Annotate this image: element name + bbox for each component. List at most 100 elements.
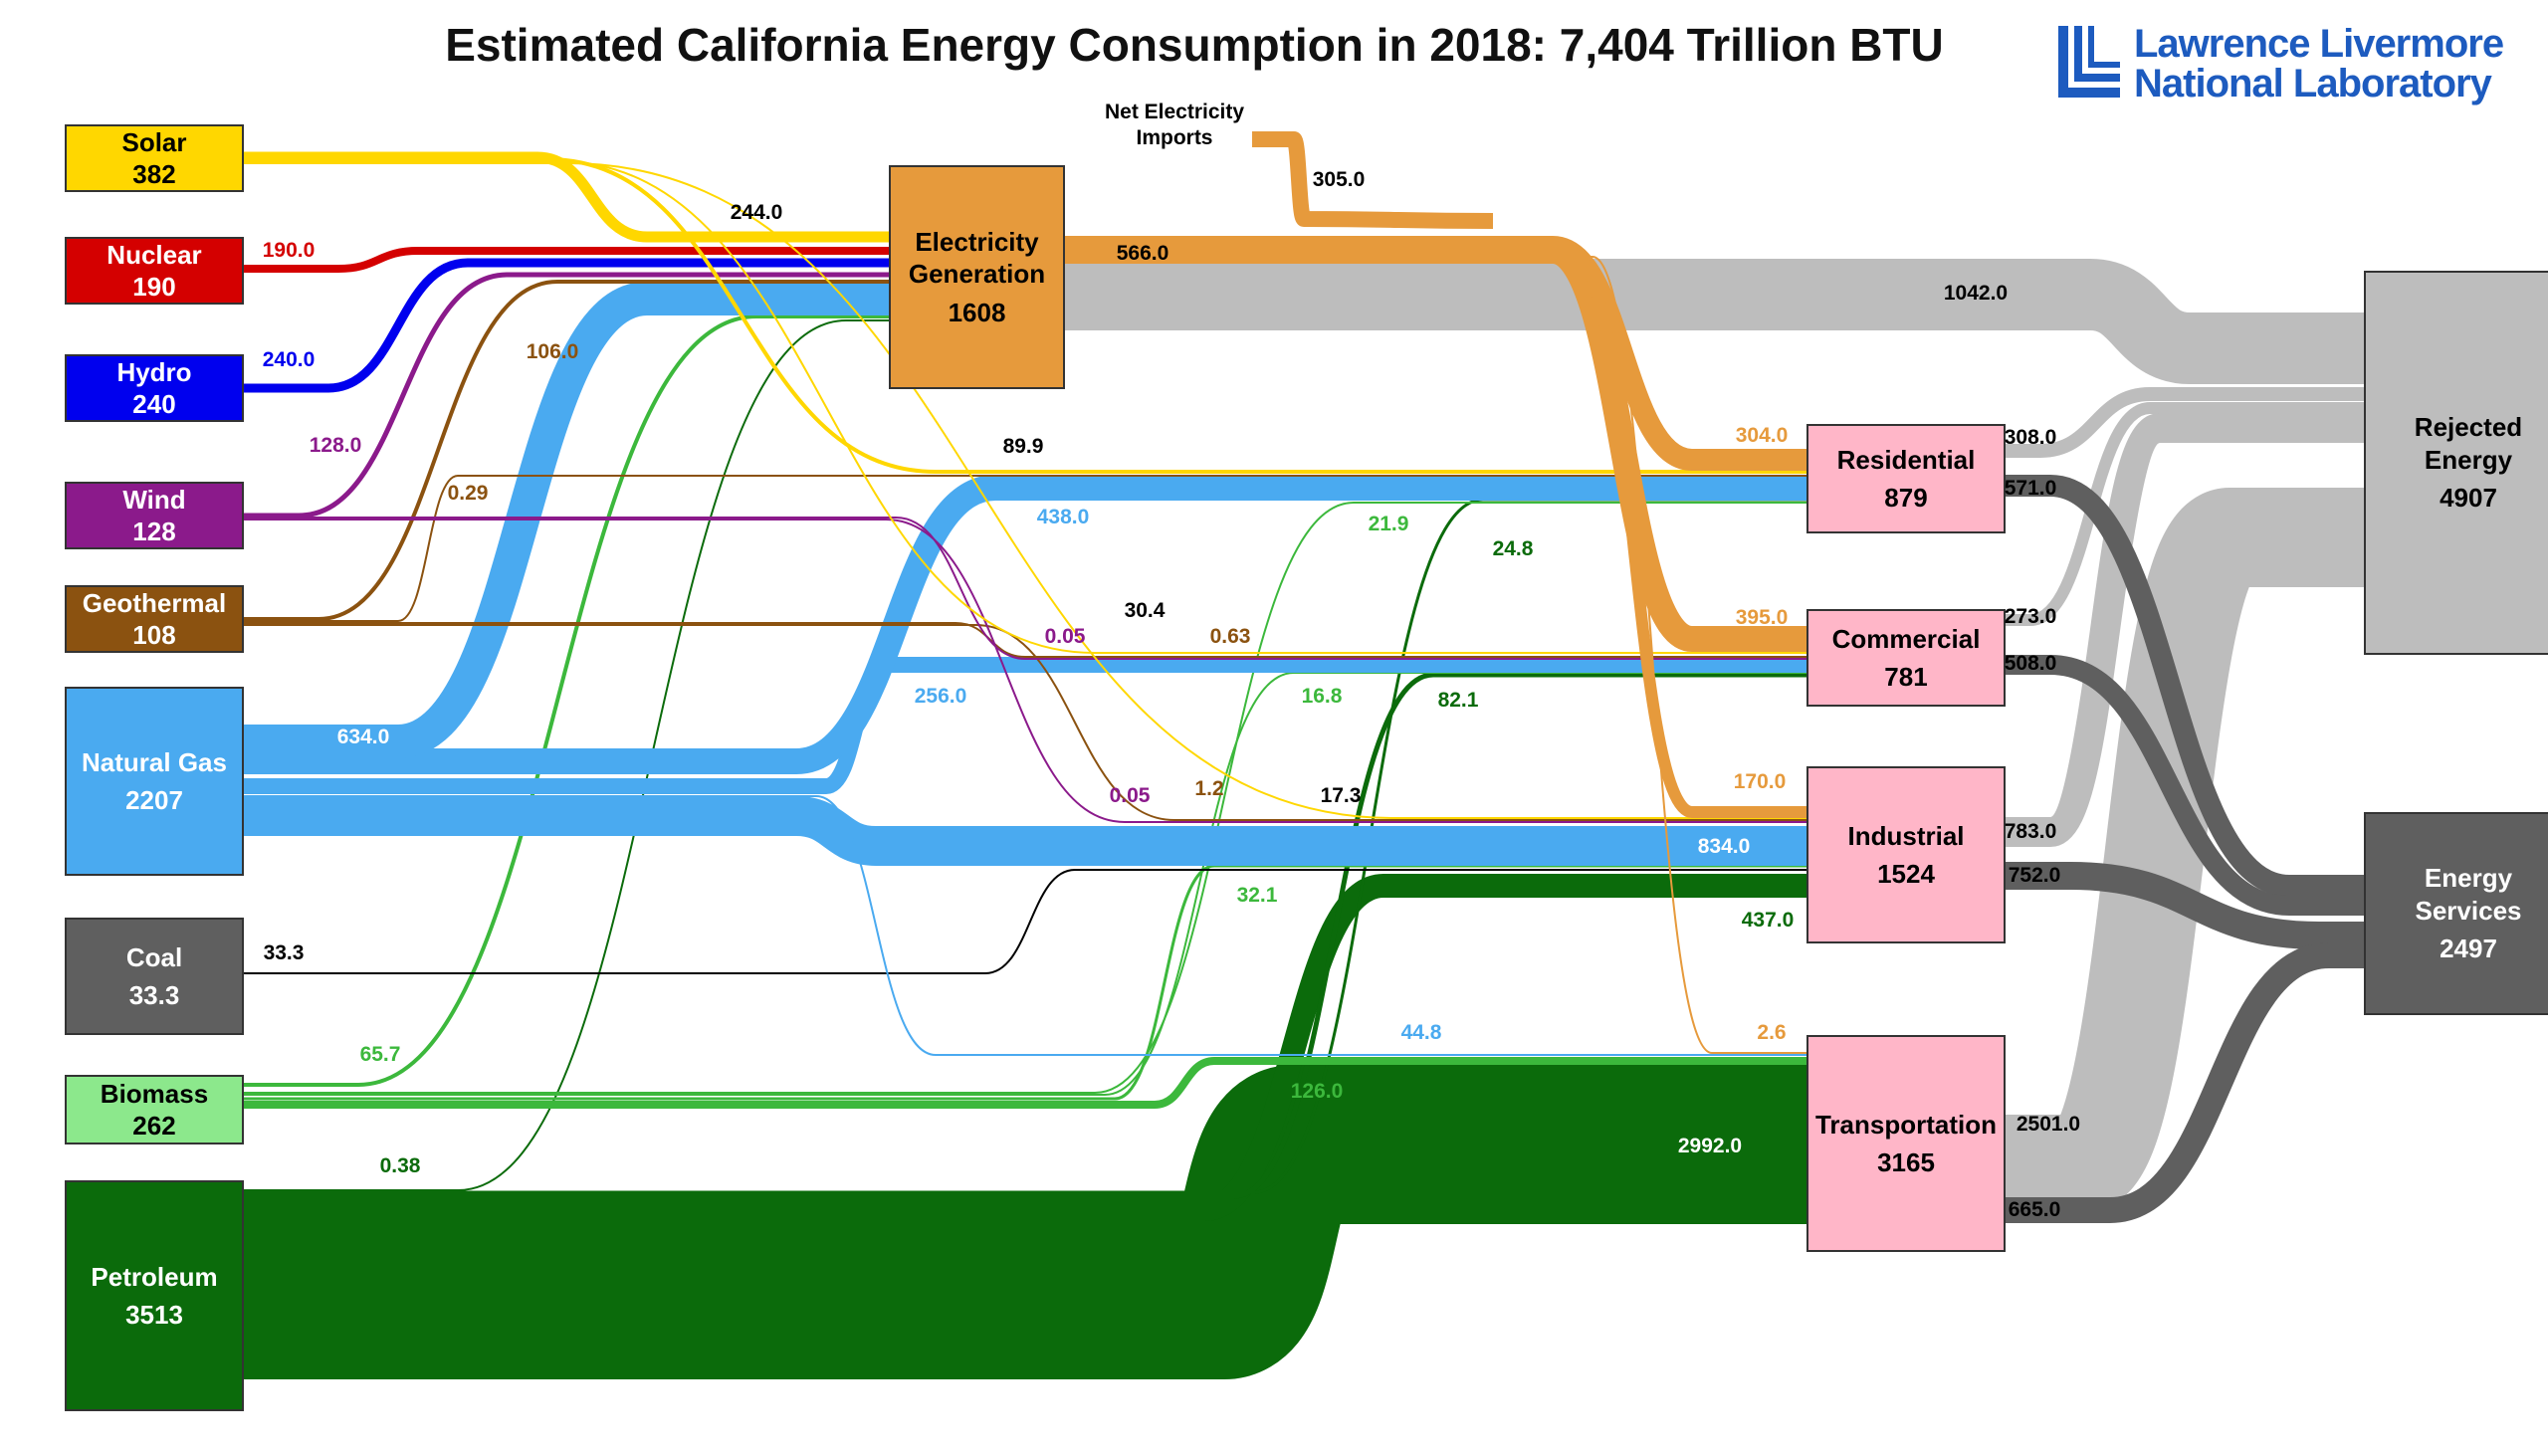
flow-wind-industrial (244, 519, 1806, 823)
logo-text-line1: Lawrence Livermore (2134, 22, 2504, 66)
flow-industrial-rejected (2001, 413, 2364, 847)
node-value: 108 (132, 620, 176, 650)
flow-value-label: 16.8 (1301, 685, 1343, 708)
node-value: 382 (132, 159, 176, 189)
node-value: 262 (132, 1111, 176, 1141)
flow-value-label: 65.7 (359, 1043, 401, 1066)
flow-geothermal-electricity (244, 280, 889, 621)
flow-value-label: 44.8 (1400, 1021, 1442, 1044)
node-name: Nuclear (106, 239, 202, 270)
flow-value-label: 508.0 (2004, 652, 2057, 675)
node-name: Residential (1836, 444, 1976, 475)
flow-value-label: 24.8 (1492, 537, 1534, 560)
node-value: 3513 (125, 1300, 183, 1330)
flow-value-label: 30.4 (1124, 599, 1166, 622)
flow-value-label: 634.0 (336, 726, 390, 748)
flow-value-label: 240.0 (262, 348, 316, 371)
flow-value-label: 571.0 (2004, 477, 2057, 500)
flow-value-label: 0.63 (1209, 625, 1251, 648)
flow-commercial-services (2001, 655, 2364, 916)
node-value: 1524 (1877, 859, 1935, 889)
flow-industrial-services (2001, 862, 2364, 949)
node-name: Transportation (1814, 1109, 1997, 1140)
flow-transportation-rejected (2001, 488, 2364, 1214)
flow-solar-electricity (244, 151, 889, 243)
page-title: Estimated California Energy Consumption … (445, 19, 1944, 71)
flow-transportation-services (2001, 942, 2364, 1223)
source-node-hydro: Hydro 240 (65, 354, 244, 422)
flow-value-label: 438.0 (1036, 506, 1090, 528)
flow-value-label: 2992.0 (1677, 1135, 1743, 1157)
source-node-petroleum: Petroleum 3513 (65, 1180, 244, 1411)
flow-coal-industrial (244, 869, 1806, 974)
output-node-services: Energy Services 2497 (2364, 812, 2548, 1015)
flow-value-label: 752.0 (2008, 864, 2061, 887)
flow-hydro-electricity (244, 258, 889, 393)
sector-node-transportation: Transportation 3165 (1806, 1035, 2006, 1252)
flow-petroleum-transportation (244, 1065, 1806, 1379)
flow-residential-services (2001, 475, 2364, 897)
node-value: 4907 (2440, 483, 2497, 514)
flow-petroleum-commercial (244, 672, 1806, 1199)
flow-value-label: 783.0 (2004, 820, 2057, 843)
flow-value-label: 82.1 (1437, 689, 1479, 712)
node-name: Energy Services (2415, 863, 2522, 926)
flow-value-label: 33.3 (263, 941, 305, 964)
node-value: 781 (1884, 662, 1928, 692)
node-name: Petroleum (91, 1261, 218, 1292)
source-node-biomass: Biomass 262 (65, 1075, 244, 1144)
flow-biomass-transportation (244, 1057, 1806, 1109)
node-name: Natural Gas (82, 746, 227, 777)
flow-nuclear-electricity (244, 247, 889, 273)
source-node-nuclear: Nuclear 190 (65, 237, 244, 305)
source-node-coal: Coal 33.3 (65, 918, 244, 1035)
flow-value-label: 566.0 (1116, 242, 1169, 265)
flow-value-label: 0.29 (447, 482, 489, 505)
source-node-geothermal: Geothermal 108 (65, 585, 244, 653)
flow-biomass-commercial (244, 672, 1806, 1096)
flow-wind-electricity (244, 272, 889, 519)
net-electricity-imports-label: Net Electricity Imports (1104, 101, 1245, 150)
flow-biomass-electricity (244, 314, 889, 1087)
sector-node-commercial: Commercial 781 (1806, 609, 2006, 707)
logo-text-line2: National Laboratory (2134, 62, 2492, 105)
flow-value-label: 190.0 (262, 239, 316, 262)
flow-solar-commercial (244, 160, 1806, 654)
flow-value-label: 834.0 (1697, 835, 1751, 858)
flow-electricity-rejected (1065, 259, 2364, 384)
flow-solar-residential (244, 157, 1806, 474)
node-name: Biomass (100, 1078, 209, 1109)
source-node-wind: Wind 128 (65, 482, 244, 549)
flow-value-label: 1042.0 (1943, 282, 2009, 305)
node-value: 879 (1884, 483, 1928, 513)
node-value: 2497 (2440, 934, 2497, 964)
flow-value-label: 0.38 (379, 1154, 421, 1177)
flow-value-label: 17.3 (1320, 784, 1362, 807)
node-name: Geothermal (82, 587, 227, 618)
node-name: Industrial (1847, 820, 1965, 851)
flow-value-label: 1.2 (1194, 777, 1224, 800)
hub-node-electricity: Electricity Generation 1608 (889, 165, 1065, 389)
flow-value-label: 2.6 (1757, 1021, 1787, 1044)
node-value: 190 (132, 272, 176, 302)
sector-node-residential: Residential 879 (1806, 424, 2006, 533)
flow-geothermal-residential (244, 475, 1806, 622)
flow-value-label: 0.05 (1109, 784, 1151, 807)
node-value: 3165 (1877, 1147, 1935, 1177)
flow-value-label: 273.0 (2004, 605, 2057, 628)
flow-value-label: 126.0 (1290, 1080, 1344, 1103)
flow-value-label: 106.0 (526, 340, 579, 363)
flow-value-label: 395.0 (1735, 606, 1789, 629)
flow-value-label: 0.05 (1044, 625, 1086, 648)
node-value: 1608 (948, 297, 1006, 327)
flow-value-label: 128.0 (309, 434, 362, 457)
flow-value-label: 2501.0 (2016, 1113, 2081, 1136)
flow-biomass-residential (244, 502, 1806, 1094)
node-value: 240 (132, 389, 176, 419)
flow-electricity-transportation (1065, 256, 1806, 1054)
flow-value-label: 437.0 (1741, 909, 1795, 932)
node-name: Electricity Generation (908, 226, 1046, 290)
flow-value-label: 305.0 (1312, 168, 1366, 191)
flow-solar-industrial (244, 162, 1806, 819)
